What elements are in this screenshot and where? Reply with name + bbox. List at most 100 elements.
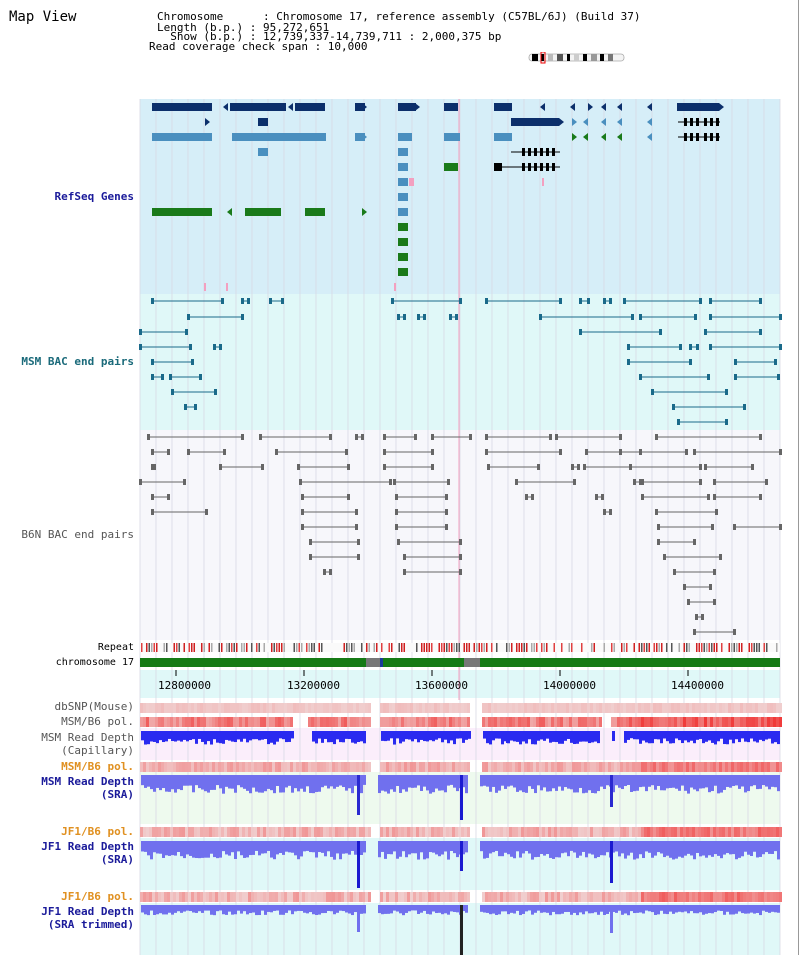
gene-arrow	[583, 118, 588, 126]
repeat-track-label[interactable]: Repeat	[97, 642, 134, 653]
pol-heat-cell	[665, 703, 668, 713]
chromosome-ideogram[interactable]	[528, 52, 628, 64]
pol-heat-cell	[665, 827, 668, 837]
axis-tick-label: 13600000	[415, 679, 468, 692]
pol-heat-cell	[527, 717, 530, 727]
pol-heat-cell	[299, 892, 302, 902]
pol-heat-cell	[428, 892, 431, 902]
jf1-depth-trim-label[interactable]: JF1 Read Depth (SRA trimmed)	[41, 905, 134, 931]
pol-heat-cell	[365, 892, 368, 902]
pol-heat-cell	[149, 892, 152, 902]
chromosome-track-label[interactable]: chromosome 17	[55, 657, 134, 668]
repeat-element	[208, 643, 210, 652]
depth-bar	[267, 841, 270, 851]
pol-heat-cell	[674, 762, 677, 772]
pol-heat-cell	[488, 827, 491, 837]
bac-end	[759, 434, 762, 440]
depth-bar	[495, 775, 498, 793]
pol-heat-cell	[347, 892, 350, 902]
pol-heat-cell	[140, 827, 143, 837]
bac-end	[696, 344, 699, 350]
depth-bar	[402, 775, 405, 790]
pol-heat-cell	[677, 892, 680, 902]
jf1-b6-pol-label[interactable]: JF1/B6 pol.	[61, 825, 134, 838]
depth-bar	[540, 775, 543, 791]
pol-heat-cell	[239, 762, 242, 772]
pol-heat-cell	[434, 892, 437, 902]
depth-bar	[774, 731, 777, 743]
pol-heat-cell	[635, 892, 638, 902]
msm-bac-track-label[interactable]: MSM BAC end pairs	[21, 355, 134, 368]
pol-heat-cell	[503, 762, 506, 772]
depth-bar	[750, 775, 753, 787]
pol-heat-cell	[707, 762, 710, 772]
depth-bar	[447, 841, 450, 860]
depth-bar	[720, 731, 723, 739]
pol-heat-cell	[338, 827, 341, 837]
pol-heat-cell	[356, 717, 359, 727]
pol-heat-cell	[467, 703, 470, 713]
depth-bar	[642, 775, 645, 787]
depth-bar	[150, 775, 153, 790]
pol-heat-cell	[161, 827, 164, 837]
depth-bar	[759, 841, 762, 857]
pol-heat-cell	[728, 717, 731, 727]
repeat-element	[496, 643, 498, 652]
pol-heat-cell	[521, 703, 524, 713]
depth-bar	[207, 775, 210, 793]
msm-b6-pol-label[interactable]: MSM/B6 pol.	[61, 715, 134, 728]
msm-b6-pol-sra-label[interactable]: MSM/B6 pol.	[61, 760, 134, 773]
pol-heat-cell	[191, 703, 194, 713]
b6n-bac-track-label[interactable]: B6N BAC end pairs	[21, 528, 134, 541]
pol-heat-cell	[149, 717, 152, 727]
pol-heat-cell	[245, 827, 248, 837]
jf1-b6-pol-trim-label[interactable]: JF1/B6 pol.	[61, 890, 134, 903]
depth-bar	[399, 775, 402, 793]
pol-heat-cell	[506, 703, 509, 713]
pol-heat-cell	[389, 827, 392, 837]
pol-heat-cell	[344, 827, 347, 837]
pol-heat-cell	[368, 762, 371, 772]
exon	[546, 163, 549, 171]
depth-bar	[576, 731, 579, 744]
repeat-element	[766, 643, 768, 652]
depth-bar	[468, 731, 471, 739]
pol-heat-cell	[656, 717, 659, 727]
pol-heat-cell	[440, 762, 443, 772]
bac-end	[299, 479, 302, 485]
pol-heat-cell	[671, 827, 674, 837]
msm-depth-sra-label[interactable]: MSM Read Depth (SRA)	[41, 775, 134, 801]
pol-heat-cell	[284, 762, 287, 772]
depth-bar	[534, 731, 537, 745]
msm-depth-capillary-line1: MSM Read Depth	[41, 731, 134, 744]
bac-end	[431, 434, 434, 440]
depth-bar	[699, 775, 702, 789]
axis-tick-label: 13200000	[287, 679, 340, 692]
depth-spike	[610, 905, 613, 933]
repeat-element	[701, 643, 703, 652]
msm-depth-capillary-label[interactable]: MSM Read Depth (Capillary)	[41, 731, 134, 757]
dbsnp-track-label[interactable]: dbSNP(Mouse)	[54, 700, 134, 713]
pol-heat-cell	[236, 703, 239, 713]
pol-heat-cell	[578, 827, 581, 837]
depth-bar	[165, 775, 168, 792]
depth-bar	[744, 905, 747, 914]
jf1-depth-sra-label[interactable]: JF1 Read Depth (SRA)	[41, 840, 134, 866]
repeat-element	[543, 643, 545, 652]
depth-bar	[624, 841, 627, 859]
refseq-track-label[interactable]: RefSeq Genes	[54, 190, 134, 203]
depth-bar	[252, 775, 255, 788]
pol-heat-cell	[545, 762, 548, 772]
depth-bar	[531, 731, 534, 745]
depth-spike	[460, 775, 463, 820]
pol-heat-cell	[218, 703, 221, 713]
pol-heat-cell	[305, 827, 308, 837]
depth-bar	[198, 841, 201, 859]
pol-heat-cell	[503, 827, 506, 837]
bac-end	[355, 434, 358, 440]
pol-heat-cell	[695, 827, 698, 837]
bac-end	[779, 314, 782, 320]
pol-heat-cell	[368, 717, 371, 727]
repeat-element	[201, 643, 203, 652]
